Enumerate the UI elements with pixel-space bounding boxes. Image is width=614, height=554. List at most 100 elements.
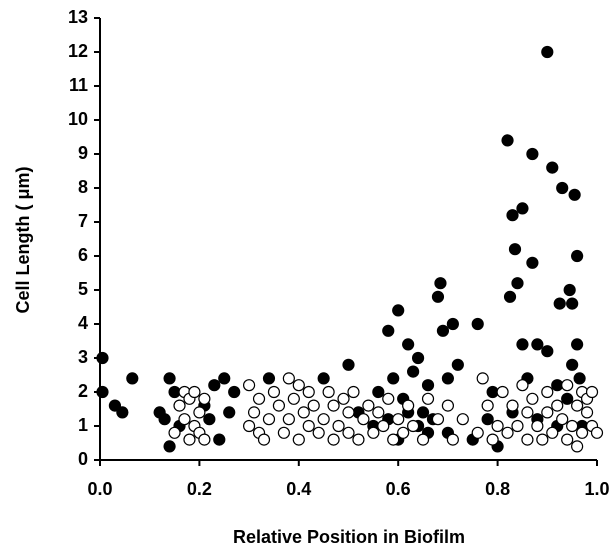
scatter-point xyxy=(163,372,176,385)
scatter-point xyxy=(193,406,206,419)
scatter-point xyxy=(116,406,129,419)
scatter-point xyxy=(491,419,504,433)
scatter-point xyxy=(566,297,579,310)
scatter-point xyxy=(508,243,522,256)
y-tick-label: 4 xyxy=(78,313,88,333)
scatter-point xyxy=(501,134,514,147)
scatter-point xyxy=(501,426,514,439)
scatter-point xyxy=(183,433,196,446)
scatter-point xyxy=(590,426,604,439)
scatter-point xyxy=(312,426,325,439)
scatter-point xyxy=(411,351,425,365)
scatter-point xyxy=(262,372,276,385)
y-tick-label: 2 xyxy=(78,381,88,401)
scatter-point xyxy=(516,202,529,215)
x-tick-label: 0.8 xyxy=(485,479,510,499)
scatter-point xyxy=(198,433,211,446)
scatter-point xyxy=(521,406,534,419)
scatter-point xyxy=(496,385,509,399)
scatter-point xyxy=(563,283,576,297)
scatter-point xyxy=(352,433,365,446)
scatter-point xyxy=(511,277,524,290)
scatter-point xyxy=(566,419,579,433)
scatter-point xyxy=(257,433,271,446)
scatter-point xyxy=(126,372,139,385)
scatter-point xyxy=(317,413,330,426)
y-tick-label: 0 xyxy=(78,449,88,469)
scatter-point xyxy=(571,249,584,263)
x-axis-label: Relative Position in Biofilm xyxy=(233,527,465,547)
scatter-point xyxy=(476,372,489,385)
scatter-point xyxy=(327,399,340,412)
scatter-point xyxy=(561,392,574,405)
scatter-point xyxy=(277,426,290,439)
scatter-point xyxy=(556,181,569,195)
scatter-point xyxy=(531,338,544,351)
scatter-point xyxy=(421,379,435,392)
scatter-point xyxy=(580,406,594,419)
scatter-point xyxy=(168,426,181,439)
scatter-point xyxy=(272,399,286,412)
scatter-point xyxy=(571,440,584,453)
x-tick-label: 1.0 xyxy=(584,479,609,499)
scatter-point xyxy=(402,338,415,351)
scatter-point xyxy=(397,426,410,439)
scatter-point xyxy=(446,433,459,446)
x-tick-label: 0.4 xyxy=(286,479,311,499)
y-tick-label: 9 xyxy=(78,143,88,163)
scatter-point xyxy=(362,399,375,412)
scatter-point xyxy=(302,385,315,399)
scatter-point xyxy=(178,413,191,426)
scatter-point xyxy=(243,419,256,433)
scatter-point xyxy=(317,372,330,385)
scatter-point xyxy=(262,413,276,426)
scatter-point xyxy=(208,379,221,392)
scatter-point xyxy=(367,426,380,439)
scatter-point xyxy=(188,385,201,399)
scatter-point xyxy=(481,413,494,426)
scatter-point xyxy=(471,426,484,439)
scatter-point xyxy=(218,372,231,385)
scatter-point xyxy=(387,372,400,385)
scatter-point xyxy=(585,385,599,399)
y-tick-label: 3 xyxy=(78,347,88,367)
scatter-point xyxy=(551,399,564,412)
scatter-point xyxy=(566,358,579,371)
scatter-point xyxy=(421,392,435,405)
scatter-point xyxy=(516,379,529,392)
scatter-point xyxy=(392,304,405,317)
scatter-point xyxy=(108,399,122,412)
scatter-point xyxy=(357,413,370,426)
scatter-point xyxy=(407,365,420,378)
scatter-point xyxy=(506,209,519,222)
scatter-point xyxy=(526,147,539,161)
scatter-point xyxy=(511,419,524,433)
scatter-point xyxy=(446,317,459,331)
scatter-point xyxy=(531,419,544,433)
y-tick-label: 6 xyxy=(78,245,88,265)
scatter-point xyxy=(342,406,355,419)
scatter-point xyxy=(441,372,454,385)
scatter-point xyxy=(392,413,405,426)
scatter-point xyxy=(541,345,554,358)
scatter-point xyxy=(292,379,305,392)
y-tick-label: 7 xyxy=(78,211,88,231)
scatter-point xyxy=(382,392,395,405)
y-tick-label: 11 xyxy=(69,75,88,95)
y-tick-label: 5 xyxy=(78,279,88,299)
x-tick-label: 0.0 xyxy=(87,479,112,499)
scatter-point xyxy=(228,385,241,399)
scatter-point xyxy=(163,440,176,453)
y-tick-label: 13 xyxy=(68,7,88,27)
scatter-point xyxy=(203,413,216,426)
scatter-point xyxy=(342,358,355,371)
scatter-point xyxy=(327,433,340,446)
scatter-point xyxy=(526,256,539,269)
scatter-point xyxy=(526,392,539,405)
y-tick-label: 8 xyxy=(78,177,88,197)
scatter-point xyxy=(573,372,586,385)
scatter-point xyxy=(282,372,295,385)
scatter-point xyxy=(96,385,109,399)
scatter-point xyxy=(503,290,517,303)
scatter-point xyxy=(407,419,420,433)
